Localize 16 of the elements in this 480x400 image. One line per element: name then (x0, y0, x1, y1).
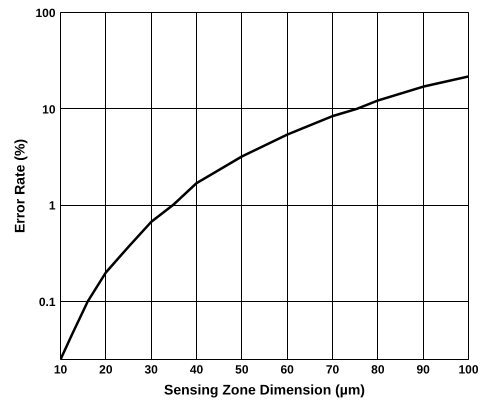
x-axis-title: Sensing Zone Dimension (µm) (164, 382, 365, 398)
x-tick-label: 60 (280, 362, 294, 376)
x-tick-label: 100 (458, 362, 479, 376)
y-axis-title: Error Rate (%) (11, 138, 28, 234)
x-tick-label: 90 (416, 362, 430, 376)
x-tick-label: 30 (144, 362, 158, 376)
x-tick-label: 80 (371, 362, 385, 376)
x-tick-label: 70 (326, 362, 340, 376)
y-tick-label: 1 (48, 198, 56, 213)
x-tick-label: 10 (54, 362, 68, 376)
x-tick-label: 40 (190, 362, 204, 376)
x-tick-label: 20 (99, 362, 113, 376)
y-tick-label: 10 (42, 102, 56, 116)
x-tick-label: 50 (235, 362, 249, 376)
y-tick-label: 0.1 (38, 295, 56, 309)
y-tick-label: 100 (35, 6, 56, 20)
